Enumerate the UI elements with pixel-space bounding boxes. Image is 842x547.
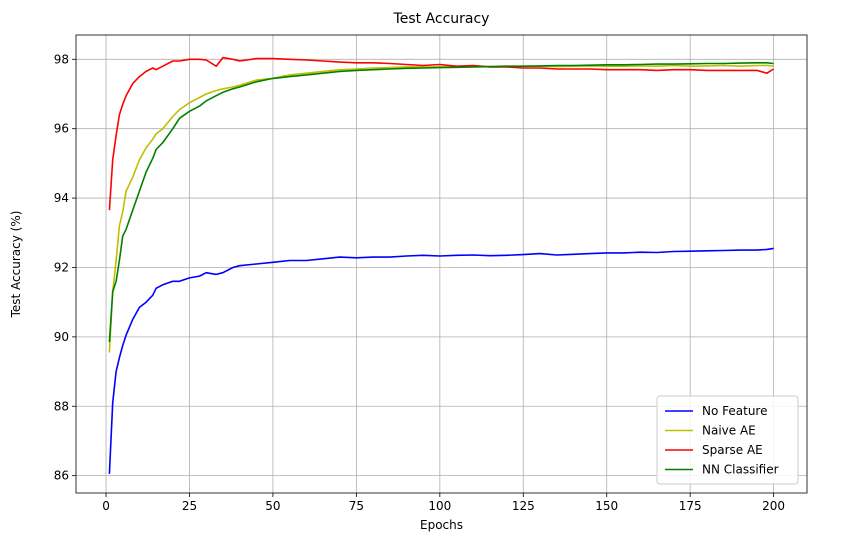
legend-box (656, 395, 799, 485)
y-tick-label: 86 (54, 469, 69, 483)
chart-title: Test Accuracy (393, 11, 490, 27)
series-line-nn-classifier (108, 61, 774, 343)
y-tick-label: 92 (54, 260, 69, 274)
series-line-sparse-ae (108, 56, 775, 211)
plot-area-frame (75, 34, 808, 494)
grid-lines (76, 35, 807, 493)
x-tick-label: 200 (762, 499, 785, 513)
legend-label-naive-ae: Naive AE (702, 424, 756, 438)
series-lines (108, 56, 775, 474)
x-tick-label: 125 (512, 499, 535, 513)
x-tick-label: 150 (595, 499, 618, 513)
y-axis-title: Test Accuracy (%) (9, 211, 23, 319)
x-tick-label: 100 (428, 499, 451, 513)
y-tick-label: 94 (54, 191, 69, 205)
series-line-naive-ae (108, 64, 774, 353)
axis-ticks: 0 25 50 75 100 125 150 175 200 86 88 90 92 94 96 98 (54, 52, 785, 513)
x-tick-label: 75 (349, 499, 364, 513)
legend-label-nn-classifier: NN Classifier (702, 463, 779, 477)
x-axis-title: Epochs (420, 518, 463, 532)
y-tick-label: 88 (54, 399, 69, 413)
x-tick-label: 0 (102, 499, 110, 513)
legend-label-no-feature: No Feature (702, 404, 767, 418)
x-tick-label: 175 (679, 499, 702, 513)
y-tick-label: 96 (54, 122, 69, 136)
y-tick-label: 98 (54, 52, 69, 66)
legend-label-sparse-ae: Sparse AE (702, 443, 763, 457)
legend: No Feature Naive AE Sparse AE NN Classifier (656, 395, 799, 485)
series-line-no-feature (108, 247, 774, 474)
x-tick-label: 25 (182, 499, 197, 513)
x-tick-label: 50 (265, 499, 280, 513)
y-tick-label: 90 (54, 330, 69, 344)
